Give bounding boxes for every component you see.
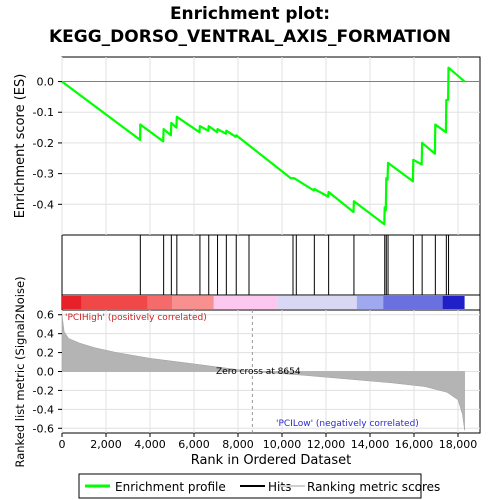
- es-series: [61, 66, 466, 226]
- es-y-tick-label: -0.4: [33, 198, 54, 211]
- x-tick-label: 8,000: [222, 438, 254, 451]
- heat-segment: [147, 296, 172, 309]
- hit-markers: [139, 235, 450, 295]
- hits-panel-frame: [61, 234, 481, 296]
- x-tick-label: 18,000: [439, 438, 478, 451]
- es-y-tick-label: -0.1: [33, 106, 54, 119]
- metric-y-tick-label: 0.0: [37, 366, 55, 379]
- metric-y-tick-label: -0.6: [33, 422, 54, 435]
- chart-title-line1: Enrichment plot:: [170, 4, 330, 24]
- heat-segment: [62, 296, 82, 309]
- enrichment-profile-line: [61, 66, 466, 226]
- x-tick-label: 16,000: [395, 438, 434, 451]
- heat-segment: [356, 296, 384, 309]
- x-tick-label: 10,000: [263, 438, 302, 451]
- ranking-heat-bar: [62, 296, 465, 309]
- x-tick-label: 0: [59, 438, 66, 451]
- metric-y-tick-label: 0.6: [37, 309, 55, 322]
- metric-y-tick-label: 0.4: [37, 328, 55, 341]
- es-y-tick-label: 0.0: [37, 76, 55, 89]
- es-y-axis-label: Enrichment score (ES): [13, 74, 28, 219]
- heat-segment: [81, 296, 148, 309]
- x-tick-label: 2,000: [90, 438, 122, 451]
- es-y-tick-label: -0.3: [33, 168, 54, 181]
- chart-title-line2: KEGG_DORSO_VENTRAL_AXIS_FORMATION: [49, 27, 451, 47]
- positive-correlation-label: 'PCIHigh' (positively correlated): [65, 313, 207, 323]
- es-y-tick-label: -0.2: [33, 137, 54, 150]
- heat-segment: [213, 296, 278, 309]
- metric-area: [61, 310, 465, 433]
- ranked-metric-area: [61, 314, 465, 431]
- es-plot-frame: [61, 56, 481, 236]
- heat-segment: [442, 296, 465, 309]
- heat-segment: [172, 296, 214, 309]
- legend-label-ranking-metric: Ranking metric scores: [307, 480, 440, 494]
- metric-ticks: 0.6 0.4 0.2 0.0 -0.2 -0.4 -0.6 0 2,000 4,000 6,000…: [33, 309, 478, 451]
- x-tick-label: 12,000: [307, 438, 346, 451]
- x-axis-label: Rank in Ordered Dataset: [191, 453, 352, 468]
- metric-y-tick-label: 0.2: [37, 347, 55, 360]
- heat-segment: [383, 296, 443, 309]
- metric-y-axis-label: Ranked list metric (Signal2Noise): [13, 276, 27, 467]
- legend-label-enrichment-profile: Enrichment profile: [115, 480, 226, 494]
- es-grid: [61, 57, 480, 235]
- heat-segment: [277, 296, 357, 309]
- zero-cross-label: Zero cross at 8654: [216, 367, 301, 377]
- legend-label-hits: Hits: [268, 480, 291, 494]
- metric-y-tick-label: -0.4: [33, 403, 54, 416]
- x-tick-label: 4,000: [134, 438, 166, 451]
- x-tick-label: 14,000: [351, 438, 390, 451]
- es-y-ticks: 0.0 -0.1 -0.2 -0.3 -0.4: [33, 76, 62, 211]
- metric-y-tick-label: -0.2: [33, 384, 54, 397]
- negative-correlation-label: 'PCILow' (negatively correlated): [276, 419, 419, 429]
- x-tick-label: 6,000: [178, 438, 210, 451]
